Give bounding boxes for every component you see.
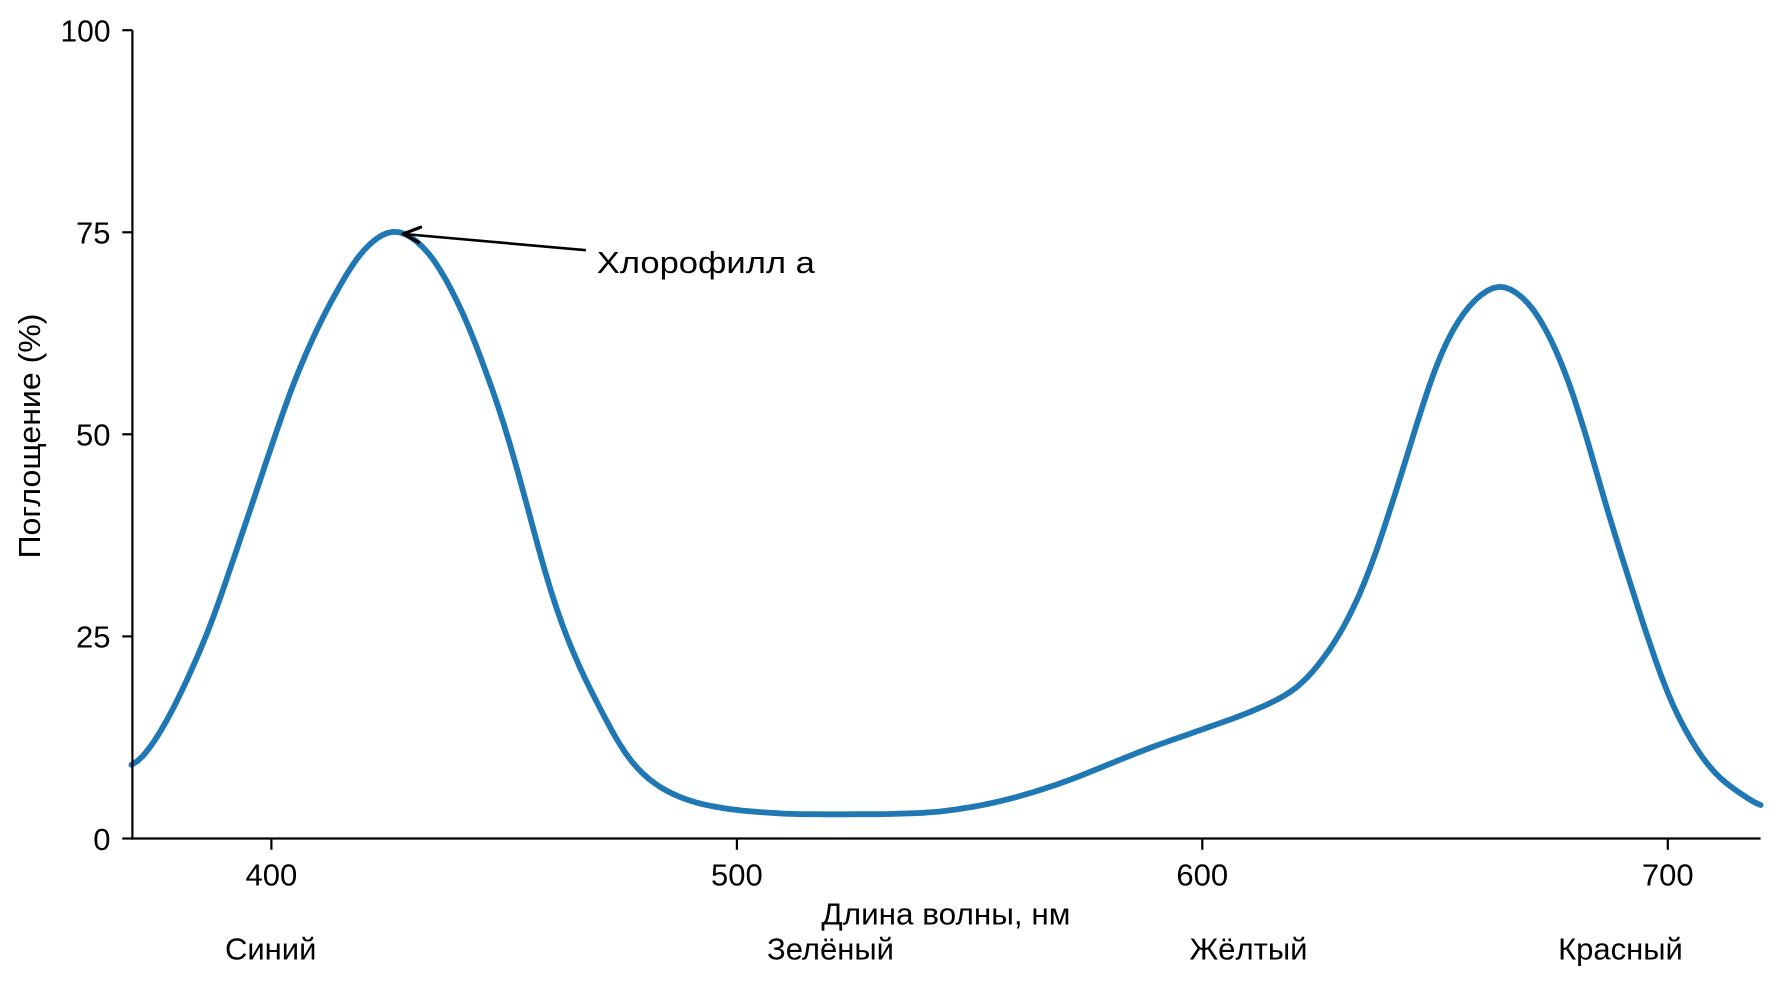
svg-text:Жёлтый: Жёлтый [1190, 931, 1308, 966]
svg-text:500: 500 [711, 858, 763, 893]
svg-text:50: 50 [76, 418, 110, 453]
svg-text:700: 700 [1642, 858, 1694, 893]
svg-text:0: 0 [93, 822, 110, 857]
svg-text:Зелёный: Зелёный [767, 931, 894, 966]
svg-text:400: 400 [246, 858, 298, 893]
svg-text:Красный: Красный [1558, 931, 1683, 966]
svg-text:Длина волны, нм: Длина волны, нм [821, 897, 1070, 932]
svg-text:75: 75 [76, 216, 110, 251]
svg-text:600: 600 [1176, 858, 1228, 893]
svg-text:Синий: Синий [225, 931, 316, 966]
svg-text:25: 25 [76, 620, 110, 655]
svg-text:Поглощение (%): Поглощение (%) [12, 314, 47, 559]
svg-text:100: 100 [61, 14, 111, 49]
svg-text:Хлорофилл а: Хлорофилл а [597, 245, 816, 280]
